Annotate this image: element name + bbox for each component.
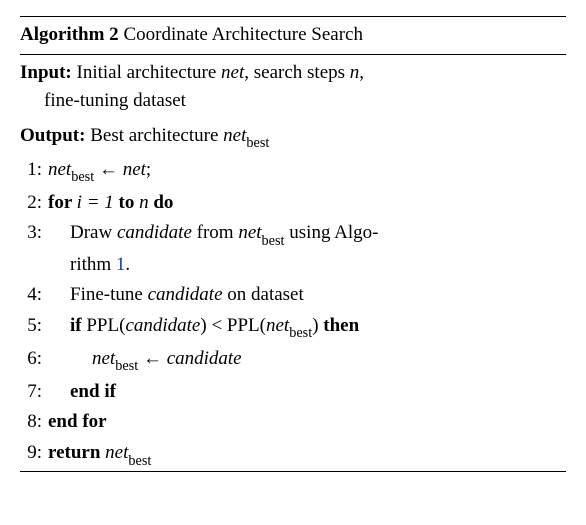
algo-line-4: 4: Fine-tune candidate on dataset [20, 280, 566, 311]
input-block: Input: Initial architecture net, search … [20, 55, 566, 118]
bottom-rule [20, 471, 566, 472]
linebody: return netbest [48, 439, 566, 470]
algorithm-label: Algorithm 2 [20, 24, 119, 45]
text-rithm: rithm [70, 254, 116, 275]
linebody: end for [48, 408, 566, 437]
algo-line-1: 1: netbest ← net; [20, 155, 566, 188]
kw-then: then [323, 315, 359, 336]
expr-i: i = 1 [77, 192, 119, 213]
arrow: ← [94, 159, 123, 180]
sub-best: best [262, 233, 285, 249]
sub-best: best [289, 325, 312, 341]
lineno: 1: [20, 156, 48, 185]
kw-if: if [70, 315, 86, 336]
input-n: n [350, 62, 360, 83]
semicolon: ; [146, 159, 151, 180]
lineno: 2: [20, 189, 48, 218]
var-net: net [92, 348, 115, 369]
algorithm-title-line: Algorithm 2 Coordinate Architecture Sear… [20, 17, 566, 54]
fn-ppl: PPL [86, 315, 119, 336]
linebody: Fine-tune candidate on dataset [48, 281, 566, 310]
lineno: 4: [20, 281, 48, 310]
lt: ) < [200, 315, 227, 336]
algorithm-block: Algorithm 2 Coordinate Architecture Sear… [20, 16, 566, 472]
var-candidate: candidate [117, 222, 192, 243]
algo-line-2: 2: for i = 1 to n do [20, 188, 566, 219]
kw-return: return [48, 442, 105, 463]
lineno: 7: [20, 378, 48, 407]
var-candidate: candidate [167, 348, 242, 369]
linebody: Draw candidate from netbest using Algo-r… [48, 219, 566, 279]
algorithm-title: Coordinate Architecture Search [123, 24, 363, 45]
input-text-d: fine-tuning dataset [44, 90, 186, 111]
paren3: ) [312, 315, 323, 336]
output-net: net [223, 125, 246, 146]
fn-ppl2: PPL [227, 315, 260, 336]
algo-line-3: 3: Draw candidate from netbest using Alg… [20, 218, 566, 280]
lineno: 3: [20, 219, 48, 248]
lineno: 8: [20, 408, 48, 437]
var-candidate: candidate [148, 284, 223, 305]
var-net: net [48, 159, 71, 180]
linebody: netbest ← candidate [48, 345, 566, 376]
input-text-c: , [359, 62, 364, 83]
output-block: Output: Best architecture netbest [20, 118, 566, 155]
var-candidate: candidate [125, 315, 200, 336]
sub-best: best [115, 358, 138, 374]
var-net: net [238, 222, 261, 243]
algo-line-6: 6: netbest ← candidate [20, 344, 566, 377]
linebody: netbest ← net; [48, 156, 566, 187]
output-label: Output: [20, 125, 85, 146]
input-net: net [221, 62, 244, 83]
arrow: ← [138, 348, 167, 369]
sub-best: best [71, 169, 94, 185]
kw-endfor: end for [48, 411, 107, 432]
text-finetune: Fine-tune [70, 284, 148, 305]
output-text-a: Best architecture [90, 125, 223, 146]
expr-n: n [134, 192, 153, 213]
kw-for: for [48, 192, 77, 213]
text-draw: Draw [70, 222, 117, 243]
sub-best: best [128, 453, 151, 469]
algo-line-9: 9: return netbest [20, 438, 566, 471]
input-text-a: Initial architecture [77, 62, 222, 83]
algo-line-5: 5: if PPL(candidate) < PPL(netbest) then [20, 311, 566, 344]
linebody: if PPL(candidate) < PPL(netbest) then [48, 312, 566, 343]
input-label: Input: [20, 62, 72, 83]
text-dataset: on dataset [223, 284, 304, 305]
text-algo: using Algo- [285, 222, 379, 243]
linebody: for i = 1 to n do [48, 189, 566, 218]
algo-ref-link[interactable]: 1 [116, 254, 126, 275]
kw-do: do [153, 192, 173, 213]
dot: . [125, 254, 130, 275]
kw-endif: end if [70, 381, 116, 402]
text-from: from [192, 222, 238, 243]
algo-line-7: 7: end if [20, 377, 566, 408]
var-net: net [105, 442, 128, 463]
lineno: 9: [20, 439, 48, 468]
input-text-b: , search steps [244, 62, 350, 83]
algo-line-8: 8: end for [20, 407, 566, 438]
output-sub: best [246, 135, 269, 151]
kw-to: to [119, 192, 135, 213]
var-net2: net [123, 159, 146, 180]
input-line2: fine-tuning dataset [20, 87, 566, 116]
lineno: 5: [20, 312, 48, 341]
linebody: end if [48, 378, 566, 407]
var-net: net [266, 315, 289, 336]
lineno: 6: [20, 345, 48, 374]
